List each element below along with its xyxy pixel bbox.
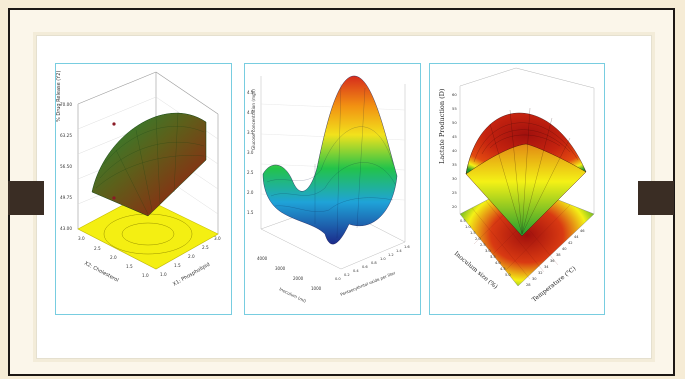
y-tick: 3.0 [214, 236, 221, 241]
x-tick: 36 [550, 259, 555, 263]
left-tab-marker [8, 181, 44, 215]
x-tick: 2.0 [110, 255, 117, 260]
y-tick: 1.0 [160, 272, 167, 277]
glucose-surface-chart: Glucose concentration (mg/l) 4.5 4.0 3.5… [247, 75, 410, 304]
right-tab-marker [638, 181, 674, 215]
y-tick: 3.0 [485, 249, 491, 253]
chart-panel-lactate: Lactate Production (D) 60 55 50 45 40 35… [429, 63, 605, 315]
x-tick: 3000 [275, 266, 286, 271]
z-tick-labels: 70.00 63.25 56.50 49.75 43.00 [60, 102, 72, 231]
axis-box [459, 67, 595, 214]
y-tick: 0.4 [353, 269, 359, 273]
y-tick: 1.0 [465, 225, 471, 229]
z-tick: 25 [452, 190, 457, 195]
x-tick: 30 [532, 277, 537, 281]
y-tick: 2.0 [475, 237, 481, 241]
z-tick-labels: 4.5 4.0 3.5 3.0 2.5 2.0 1.5 [247, 90, 254, 215]
x-tick: 40 [562, 247, 567, 251]
z-tick: 56.50 [60, 164, 72, 169]
y-tick: 0.0 [335, 277, 341, 281]
y-tick: 1.6 [404, 245, 410, 249]
y-tick: 2.0 [188, 254, 195, 259]
x-tick: 1.0 [142, 273, 149, 278]
x-tick: 2.5 [94, 246, 101, 251]
y-tick: 1.4 [396, 249, 402, 253]
z-axis-label: Lactate Production (D) [438, 88, 446, 164]
x-tick: 28 [526, 283, 531, 287]
y-tick: 3.5 [490, 255, 496, 259]
x-tick: 42 [568, 241, 573, 245]
response-surface [91, 112, 207, 217]
y-tick: 1.0 [380, 257, 386, 261]
x-tick: 2000 [293, 276, 304, 281]
z-tick: 30 [452, 176, 457, 181]
y-tick: 4.5 [500, 267, 506, 271]
y-tick: 1.5 [174, 263, 181, 268]
y-tick: 0.5 [460, 219, 466, 223]
z-tick: 40 [452, 148, 457, 153]
x-axis-label: Inoculum (ml) [279, 286, 308, 303]
x-tick-labels: 28 30 32 34 36 38 40 42 44 46 [526, 229, 585, 287]
z-tick: 3.0 [247, 150, 254, 155]
z-tick: 4.0 [247, 110, 254, 115]
x-tick: 38 [556, 253, 561, 257]
x-tick: 32 [538, 271, 543, 275]
z-tick: 60 [452, 92, 457, 97]
z-tick: 4.5 [247, 90, 254, 95]
y-tick: 2.5 [480, 243, 486, 247]
x-tick-labels: 3.0 2.5 2.0 1.5 1.0 [78, 236, 149, 278]
z-tick: 20 [452, 204, 457, 209]
chart-panel-glucose: Glucose concentration (mg/l) 4.5 4.0 3.5… [244, 63, 421, 315]
design-point [112, 196, 116, 200]
y-tick: 1.5 [470, 231, 476, 235]
z-tick: 35 [452, 162, 457, 167]
z-tick: 50 [452, 120, 457, 125]
z-tick: 70.00 [60, 102, 72, 107]
y-tick-labels: 1.0 1.5 2.0 2.5 3.0 [160, 236, 221, 277]
design-point [112, 122, 116, 126]
x-tick: 4000 [257, 256, 268, 261]
z-tick: 43.00 [60, 226, 72, 231]
y-tick: 4.0 [495, 261, 501, 265]
z-axis-label: % Drug Release (Y2) [56, 71, 62, 122]
z-axis-label: Glucose concentration (mg/l) [251, 89, 256, 150]
response-surface [465, 112, 587, 175]
y-tick: 0.8 [371, 261, 377, 265]
x-tick-labels: 4000 3000 2000 1000 [257, 256, 322, 291]
z-tick: 3.5 [247, 130, 254, 135]
x-tick: 44 [574, 235, 579, 239]
x-tick: 1.5 [126, 264, 133, 269]
y-tick: 0.6 [362, 265, 368, 269]
x-tick: 3.0 [78, 236, 85, 241]
y-tick: 0.2 [344, 273, 350, 277]
x-tick: 46 [580, 229, 585, 233]
y-tick-labels: 0.5 1.0 1.5 2.0 2.5 3.0 3.5 4.0 4.5 5.0 [460, 219, 511, 277]
z-tick: 45 [452, 134, 457, 139]
drug-release-surface-chart: % Drug Release (Y2) 70.00 63.25 56.50 49… [56, 71, 221, 288]
z-tick-labels: 60 55 50 45 40 35 30 25 20 [452, 92, 457, 209]
z-tick: 2.0 [247, 190, 254, 195]
chart-panel-drug-release: % Drug Release (Y2) 70.00 63.25 56.50 49… [55, 63, 232, 315]
y-tick: 5.0 [505, 273, 511, 277]
y-tick: 1.2 [388, 253, 394, 257]
x-tick: 34 [544, 265, 549, 269]
x-axis-label: X2: Cholesterol [83, 260, 119, 283]
surface-mesh [473, 107, 579, 235]
z-tick: 63.25 [60, 133, 72, 138]
z-tick: 1.5 [247, 210, 254, 215]
y-tick-labels: 0.0 0.2 0.4 0.6 0.8 1.0 1.2 1.4 1.6 [335, 245, 410, 281]
z-tick: 49.75 [60, 195, 72, 200]
x-tick: 1000 [311, 286, 322, 291]
response-surface [262, 75, 398, 245]
z-tick: 55 [452, 106, 457, 111]
y-tick: 2.5 [202, 245, 209, 250]
response-floor [77, 195, 219, 270]
lactate-surface-chart: Lactate Production (D) 60 55 50 45 40 35… [438, 67, 595, 304]
z-tick: 2.5 [247, 170, 254, 175]
